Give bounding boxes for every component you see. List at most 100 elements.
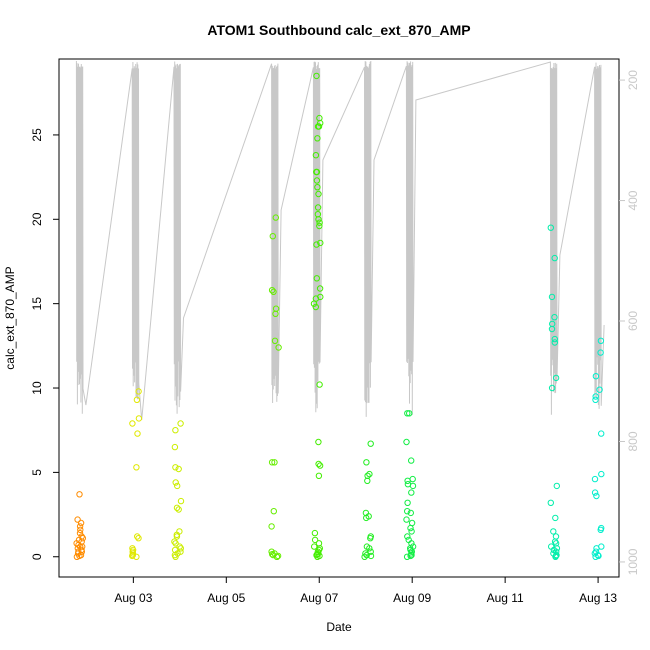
data-point: [592, 396, 599, 403]
data-point: [134, 533, 141, 540]
data-point: [74, 516, 81, 523]
data-point: [408, 489, 415, 496]
data-point: [553, 482, 560, 490]
data-point: [404, 533, 411, 540]
data-point: [315, 190, 322, 198]
data-point: [548, 325, 556, 333]
right-y-tick-label: 1000: [626, 548, 640, 575]
data-point: [317, 239, 324, 247]
data-point: [79, 535, 87, 542]
data-point: [313, 241, 320, 248]
data-point: [172, 427, 179, 434]
data-point: [172, 479, 179, 486]
data-point: [407, 552, 414, 560]
data-point: [133, 553, 140, 560]
data-point: [592, 553, 599, 560]
x-tick-label: Aug 13: [579, 591, 617, 605]
data-point: [316, 285, 324, 292]
data-point: [592, 373, 600, 380]
data-point: [171, 443, 179, 451]
data-point: [129, 420, 136, 427]
data-point: [551, 314, 558, 321]
data-point: [592, 393, 599, 400]
data-point: [269, 551, 276, 558]
data-point: [177, 545, 185, 552]
data-point: [366, 545, 373, 552]
data-point: [135, 388, 142, 395]
data-point: [315, 216, 322, 223]
line-layer: [75, 60, 605, 421]
data-point: [404, 481, 412, 488]
data-point: [172, 540, 179, 547]
data-point: [129, 551, 137, 559]
data-point: [591, 475, 599, 483]
data-point: [547, 224, 554, 231]
data-point: [173, 504, 181, 511]
data-point: [547, 499, 554, 506]
data-point: [404, 410, 411, 417]
right-y-tick-label: 200: [626, 70, 640, 90]
data-point: [76, 529, 84, 537]
data-point: [403, 516, 410, 523]
x-tick-label: Aug 05: [207, 591, 245, 605]
data-point: [73, 553, 81, 560]
data-point: [551, 254, 558, 262]
data-point: [361, 553, 368, 560]
data-point: [404, 499, 411, 506]
data-point: [312, 152, 320, 159]
data-point: [552, 540, 560, 547]
x-axis: Aug 03 Aug 05 Aug 07 Aug 09 Aug 11 Aug 13: [114, 577, 617, 605]
data-point: [403, 438, 410, 446]
data-point: [598, 430, 605, 437]
data-point: [172, 553, 179, 560]
data-point: [177, 497, 185, 505]
data-point: [77, 526, 84, 533]
data-point: [133, 464, 140, 471]
data-point: [135, 535, 142, 542]
data-point: [171, 538, 178, 545]
data-point: [129, 552, 136, 560]
data-point: [311, 536, 319, 544]
data-point: [135, 415, 143, 422]
data-point: [314, 184, 321, 191]
y-tick-label: 15: [30, 297, 44, 311]
data-point: [273, 553, 281, 560]
data-point: [313, 72, 320, 80]
data-point: [591, 489, 599, 496]
data-point: [363, 459, 370, 466]
data-point: [275, 344, 282, 351]
y-tick-label: 25: [30, 128, 44, 142]
data-point: [313, 275, 320, 282]
data-point: [79, 543, 86, 550]
data-point: [173, 533, 181, 540]
data-point: [366, 470, 373, 478]
data-point: [313, 177, 321, 184]
data-point: [363, 514, 370, 522]
data-point: [407, 524, 414, 532]
data-point: [134, 430, 141, 437]
data-point: [312, 303, 319, 311]
data-point: [315, 472, 323, 479]
data-point: [548, 293, 556, 301]
data-point: [314, 135, 321, 142]
data-point: [174, 482, 181, 490]
data-point: [175, 465, 182, 473]
data-point: [270, 288, 277, 295]
data-point: [409, 482, 417, 490]
right-y-tick-label: 600: [626, 311, 640, 331]
data-point: [404, 508, 411, 515]
data-point: [310, 300, 318, 307]
data-point: [362, 550, 369, 557]
data-point: [311, 529, 319, 537]
data-point: [268, 523, 275, 530]
y-tick-label: 20: [30, 212, 44, 226]
data-point: [593, 492, 600, 500]
data-point: [552, 514, 559, 522]
data-point: [274, 552, 282, 560]
data-point: [552, 374, 560, 382]
data-point: [317, 119, 324, 127]
trace-line: [75, 60, 605, 421]
data-point: [364, 477, 371, 484]
chart-title: ATOM1 Southbound calc_ext_870_AMP: [207, 22, 470, 38]
data-point: [367, 535, 374, 542]
